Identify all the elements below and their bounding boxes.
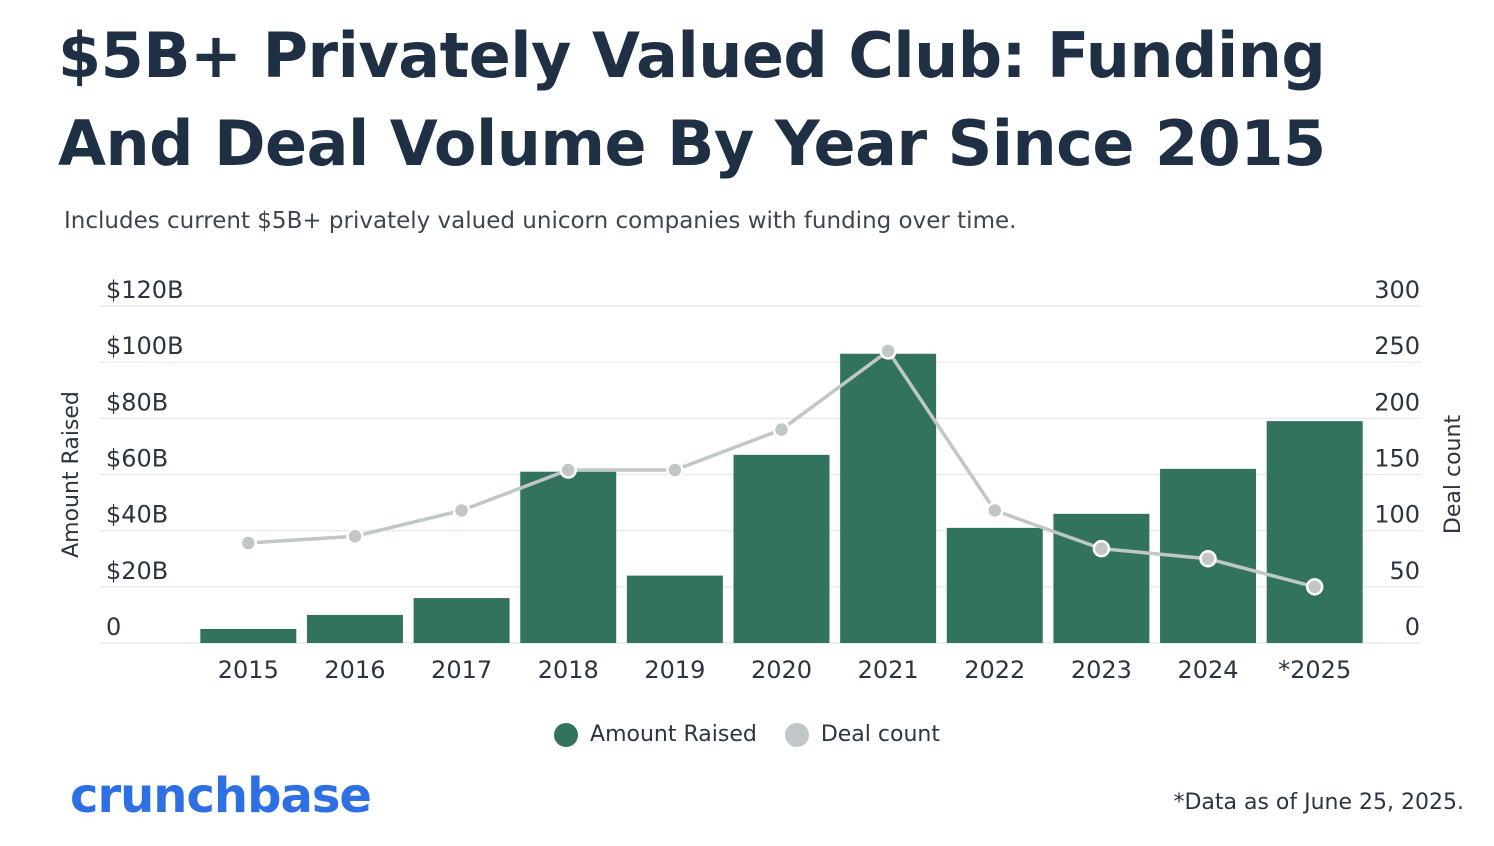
legend-item-deal-count[interactable]: Deal count bbox=[784, 722, 940, 747]
y-tick-label-left: $40B bbox=[106, 501, 168, 529]
point-deal-count bbox=[1199, 550, 1217, 568]
bar-amount-raised bbox=[626, 575, 723, 643]
y-axis-title-right: Deal count bbox=[1441, 415, 1466, 535]
legend-swatch-amount-raised bbox=[554, 722, 579, 747]
x-tick-label: 2019 bbox=[644, 656, 705, 684]
footnote: *Data as of June 25, 2025. bbox=[1173, 790, 1464, 815]
x-tick-label: 2021 bbox=[858, 656, 919, 684]
point-deal-count bbox=[559, 461, 577, 479]
point-deal-count bbox=[452, 501, 471, 520]
bar-amount-raised bbox=[733, 454, 830, 643]
x-tick-label: *2025 bbox=[1278, 656, 1351, 684]
y-tick-label-right: 250 bbox=[1374, 332, 1420, 360]
chart-subtitle: Includes current $5B+ privately valued u… bbox=[64, 208, 1017, 234]
y-tick-label-right: 50 bbox=[1389, 557, 1420, 585]
point-deal-count bbox=[879, 342, 897, 360]
x-tick-label: 2018 bbox=[538, 656, 599, 684]
legend: Amount Raised Deal count bbox=[0, 722, 1494, 747]
legend-item-amount-raised[interactable]: Amount Raised bbox=[554, 722, 757, 747]
bar-amount-raised bbox=[840, 353, 937, 643]
legend-label-amount-raised: Amount Raised bbox=[590, 722, 757, 747]
crunchbase-logo: crunchbase bbox=[70, 768, 372, 824]
x-tick-label: 2023 bbox=[1071, 656, 1132, 684]
y-tick-label-left: $20B bbox=[106, 557, 168, 585]
bar-amount-raised bbox=[306, 614, 403, 643]
legend-swatch-deal-count bbox=[784, 722, 809, 747]
y-tick-label-right: 200 bbox=[1374, 388, 1420, 416]
y-tick-label-left: $80B bbox=[106, 388, 168, 416]
y-tick-label-right: 300 bbox=[1374, 276, 1420, 304]
chart-title: $5B+ Privately Valued Club: Funding And … bbox=[58, 19, 1326, 180]
axes: 0 $20B $40B $60B $80B $100B $120B 0 50 100 150 200 2… bbox=[59, 276, 1466, 684]
y-tick-label-left: $60B bbox=[106, 445, 168, 473]
bar-amount-raised bbox=[946, 527, 1043, 643]
legend-label-deal-count: Deal count bbox=[820, 722, 940, 747]
y-tick-label-left: $120B bbox=[106, 276, 184, 304]
bar-amount-raised bbox=[200, 628, 297, 643]
x-tick-label: 2024 bbox=[1178, 656, 1239, 684]
y-tick-label-left: $100B bbox=[106, 332, 184, 360]
y-tick-label-right: 0 bbox=[1405, 613, 1420, 641]
x-tick-label: 2020 bbox=[751, 656, 812, 684]
bars-amount-raised bbox=[200, 353, 1363, 643]
point-deal-count bbox=[1305, 578, 1324, 596]
x-tick-label: 2017 bbox=[431, 656, 492, 684]
line-deal-count bbox=[239, 342, 1324, 596]
x-tick-label: 2016 bbox=[324, 656, 385, 684]
point-deal-count bbox=[1092, 539, 1111, 558]
y-tick-label-right: 150 bbox=[1374, 445, 1420, 473]
bar-amount-raised bbox=[1266, 421, 1363, 643]
y-tick-label-right: 100 bbox=[1374, 501, 1420, 529]
point-deal-count bbox=[666, 461, 684, 479]
point-deal-count bbox=[772, 420, 791, 439]
bar-amount-raised bbox=[413, 598, 510, 643]
point-deal-count bbox=[986, 501, 1004, 520]
point-deal-count bbox=[346, 527, 364, 546]
x-tick-label: 2015 bbox=[218, 656, 279, 684]
bar-amount-raised bbox=[520, 471, 617, 643]
x-tick-label: 2022 bbox=[964, 656, 1025, 684]
y-axis-title-left: Amount Raised bbox=[59, 391, 84, 558]
point-deal-count bbox=[239, 534, 258, 552]
bar-amount-raised bbox=[1053, 513, 1150, 643]
y-tick-label-left: 0 bbox=[106, 613, 121, 641]
